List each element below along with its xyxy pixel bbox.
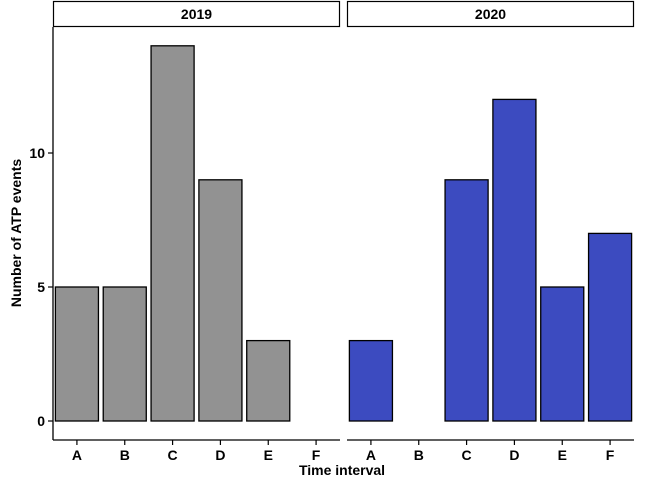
- panel-strip-label: 2019: [181, 6, 212, 22]
- bar-2019-A: [54, 286, 100, 422]
- bar-2019-D: [198, 179, 243, 422]
- x-tick-label: C: [168, 447, 178, 463]
- y-tick-label: 5: [37, 279, 45, 295]
- x-tick-label: F: [606, 447, 615, 463]
- panel-strip-label: 2020: [475, 6, 506, 22]
- x-tick-label: B: [120, 447, 130, 463]
- bar-2020-F: [587, 232, 633, 422]
- y-tick-label: 0: [37, 413, 45, 429]
- bar-2019-B: [102, 286, 147, 422]
- y-axis-title: Number of ATP events: [8, 159, 24, 308]
- panel-strip: [346, 0, 635, 28]
- bar-2020-A: [348, 339, 394, 422]
- bar-2020-E: [540, 286, 585, 422]
- bar-2019-E: [246, 339, 291, 422]
- bar-2020-D: [492, 98, 537, 422]
- x-tick-label: D: [509, 447, 519, 463]
- x-tick-label: A: [366, 447, 376, 463]
- y-tick-label: 10: [29, 145, 45, 161]
- y-axis: 0 5 10: [29, 27, 54, 440]
- x-tick-label: B: [414, 447, 424, 463]
- panel-2020: 2020 A B C D E F: [346, 0, 635, 463]
- panel-2019: 2019 A B C D E F: [52, 0, 341, 463]
- x-tick-label: E: [264, 447, 273, 463]
- x-tick-label: A: [72, 447, 82, 463]
- panel-strip: [52, 0, 341, 28]
- bar-2019-C: [150, 45, 195, 422]
- x-tick-label: D: [215, 447, 225, 463]
- x-tick-label: E: [558, 447, 567, 463]
- x-axis-title: Time interval: [299, 462, 385, 478]
- x-tick-label: F: [312, 447, 321, 463]
- chart-panels: 2019 A B C D E F 2020 A B C D E F: [52, 0, 635, 463]
- bar-2020-C: [444, 179, 489, 422]
- x-tick-label: C: [462, 447, 472, 463]
